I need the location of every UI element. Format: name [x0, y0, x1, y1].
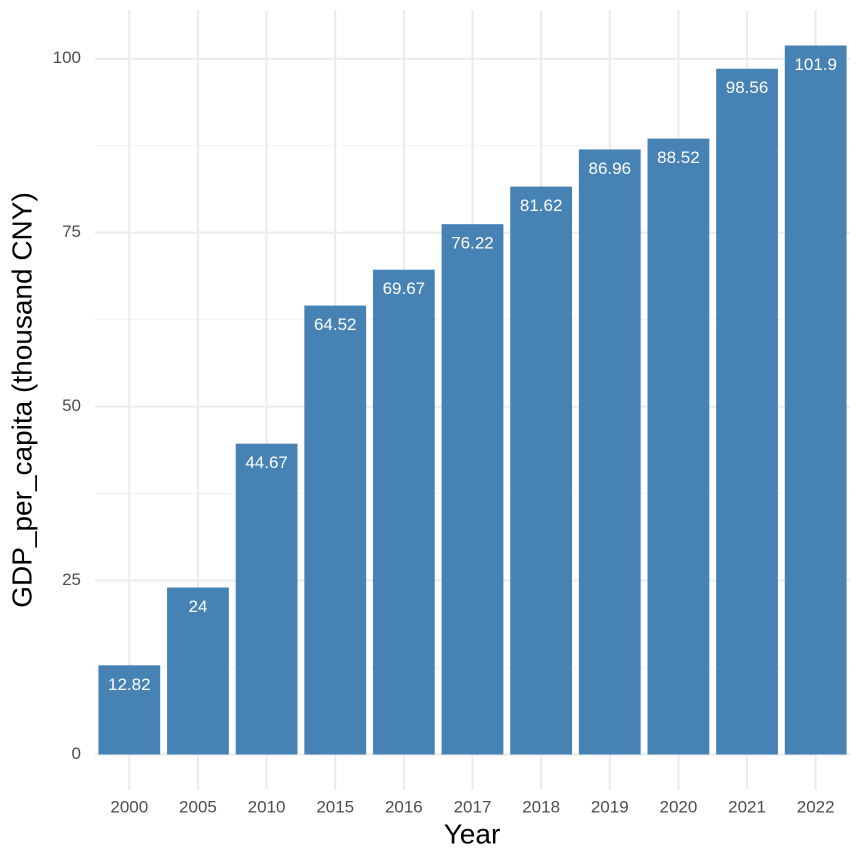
x-axis-title: Year: [444, 818, 501, 849]
bar: [647, 138, 710, 755]
value-label: 64.52: [314, 315, 357, 334]
y-tick-label: 100: [53, 48, 81, 67]
x-tick-label: 2015: [316, 797, 354, 816]
x-tick-label: 2018: [522, 797, 560, 816]
bar: [372, 269, 435, 755]
x-tick-label: 2019: [591, 797, 629, 816]
value-label: 44.67: [245, 453, 288, 472]
y-tick-label: 75: [62, 222, 81, 241]
value-label: 101.9: [794, 55, 837, 74]
bar: [784, 45, 847, 755]
y-tick-label: 0: [72, 744, 81, 763]
x-tick-label: 2017: [454, 797, 492, 816]
value-label: 12.82: [108, 675, 151, 694]
bar: [304, 305, 367, 755]
x-tick-label: 2021: [728, 797, 766, 816]
bar: [98, 665, 161, 755]
x-tick-label: 2010: [248, 797, 286, 816]
x-tick-label: 2005: [179, 797, 217, 816]
value-label: 76.22: [451, 234, 494, 253]
y-tick-label: 50: [62, 396, 81, 415]
value-label: 24: [188, 597, 207, 616]
bar: [510, 186, 573, 755]
y-tick-label: 25: [62, 570, 81, 589]
x-tick-label: 2022: [797, 797, 835, 816]
value-label: 88.52: [657, 148, 700, 167]
value-label: 81.62: [520, 196, 563, 215]
bar: [578, 149, 641, 755]
bar: [716, 68, 778, 755]
bar: [235, 443, 298, 755]
bar: [441, 224, 504, 755]
x-tick-label: 2016: [385, 797, 423, 816]
value-label: 69.67: [383, 279, 426, 298]
value-label: 98.56: [726, 78, 769, 97]
value-label: 86.96: [588, 159, 631, 178]
x-tick-label: 2020: [659, 797, 697, 816]
x-tick-label: 2000: [110, 797, 148, 816]
bar: [167, 587, 229, 755]
y-axis-title: GDP_per_capita (thousand CNY): [6, 192, 37, 608]
